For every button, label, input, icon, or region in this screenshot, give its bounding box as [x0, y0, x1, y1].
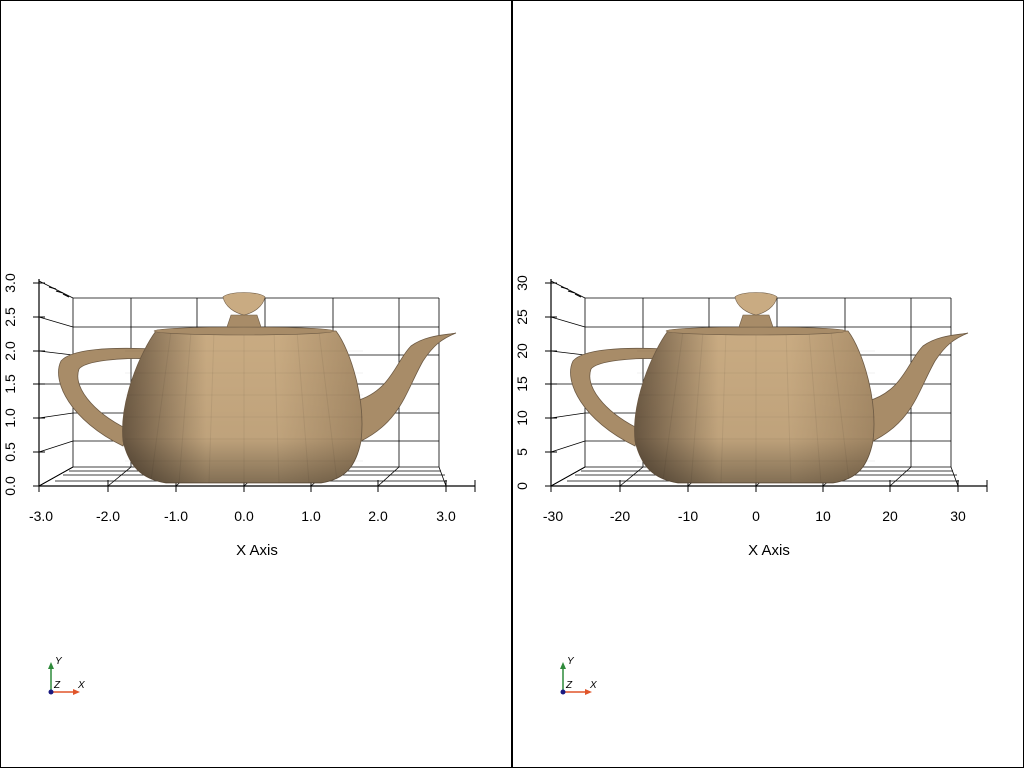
teapot-lid-knob — [222, 292, 266, 316]
x-tick-label: 0.0 — [234, 508, 254, 524]
grid-line — [38, 466, 74, 487]
grid-tick — [574, 293, 582, 298]
grid-line — [550, 350, 586, 356]
grid-line — [619, 466, 644, 487]
y-tick-label: 2.0 — [2, 341, 18, 361]
scene-right: -30 -20 -10 0 10 20 30 0 5 10 15 20 25 3… — [514, 275, 988, 695]
x-tick-label: 20 — [882, 508, 898, 524]
orientation-x-label: X — [589, 680, 597, 691]
y-tick-label: 1.5 — [2, 374, 18, 394]
y-tick-label: 5 — [514, 448, 530, 456]
x-tick-label: 0 — [752, 508, 760, 524]
grid-line — [107, 466, 132, 487]
y-tick-label: 15 — [514, 376, 530, 392]
x-tick-labels: -30 -20 -10 0 10 20 30 — [543, 508, 966, 524]
grid-line — [38, 280, 74, 299]
orientation-y-label: Y — [567, 656, 575, 667]
grid-tick — [55, 290, 64, 294]
x-tick-label: -20 — [610, 508, 630, 524]
scene-left: -3.0 -2.0 -1.0 0.0 1.0 2.0 3.0 0.0 0.5 1… — [2, 273, 476, 695]
teapot-body-shade — [634, 331, 874, 483]
teapot-facet — [178, 330, 192, 484]
x-tick-label: 3.0 — [436, 508, 456, 524]
x-tick-label: 30 — [950, 508, 966, 524]
grid-line — [550, 466, 586, 487]
y-tick-label: 10 — [514, 410, 530, 426]
x-tick-label: -10 — [678, 508, 698, 524]
grid-line — [550, 280, 586, 299]
y-tick-labels: 0 5 10 15 20 25 30 — [514, 275, 530, 490]
grid-line — [889, 466, 912, 487]
x-tick-label: -3.0 — [29, 508, 53, 524]
teapot-facet — [720, 330, 727, 484]
grid-tick — [567, 290, 576, 294]
y-tick-label: 30 — [514, 275, 530, 291]
y-tick-label: 0.5 — [2, 442, 18, 462]
grid-line — [38, 440, 74, 453]
teapot-facet — [662, 330, 684, 482]
orientation-z-label: Z — [53, 680, 61, 691]
grid-tick — [48, 286, 57, 290]
orientation-widget: Y Z X — [560, 656, 597, 695]
teapot-lid-rim — [153, 326, 335, 336]
teapot-facet — [785, 330, 792, 484]
grid-tick — [560, 286, 569, 290]
grid-tick — [62, 293, 70, 298]
teapot-facet — [318, 330, 338, 482]
teapot-lid-neck — [738, 314, 774, 328]
render-viewport-left[interactable]: -3.0 -2.0 -1.0 0.0 1.0 2.0 3.0 0.0 0.5 1… — [0, 0, 512, 768]
render-viewport-right[interactable]: -30 -20 -10 0 10 20 30 0 5 10 15 20 25 3… — [512, 0, 1024, 768]
orientation-widget: Y Z X — [48, 656, 85, 695]
x-tick-label: 2.0 — [368, 508, 388, 524]
grid-line — [550, 412, 586, 419]
x-axis-title: X Axis — [236, 542, 278, 559]
teapot-mesh — [570, 292, 969, 484]
teapot-mesh — [58, 292, 457, 484]
teapot-lid-knob — [734, 292, 778, 316]
y-tick-label: 25 — [514, 309, 530, 325]
teapot-lid-rim — [665, 326, 847, 336]
y-tick-label: 3.0 — [2, 273, 18, 293]
grid-line — [38, 350, 74, 356]
teapot-body-shade — [122, 331, 362, 483]
grid-line — [38, 412, 74, 419]
orientation-z-label: Z — [565, 680, 573, 691]
grid-line — [550, 440, 586, 453]
teapot-facet — [150, 330, 172, 482]
teapot-facet — [830, 330, 850, 482]
teapot-facet — [208, 330, 215, 484]
x-tick-label: 1.0 — [301, 508, 321, 524]
grid-line — [38, 316, 74, 328]
teapot-facet — [690, 330, 704, 484]
grid-line — [950, 466, 959, 487]
teapot-facet — [296, 330, 310, 484]
y-tick-label: 1.0 — [2, 408, 18, 428]
teapot-lid-neck — [226, 314, 262, 328]
y-tick-label: 0.0 — [2, 476, 18, 496]
x-tick-label: -2.0 — [96, 508, 120, 524]
teapot-facet — [273, 330, 280, 484]
teapot-spout — [867, 332, 969, 442]
x-axis-title: X Axis — [748, 542, 790, 559]
grid-line — [550, 316, 586, 328]
x-tick-label: 10 — [815, 508, 831, 524]
x-tick-label: -30 — [543, 508, 563, 524]
x-tick-label: -1.0 — [164, 508, 188, 524]
y-tick-label: 2.5 — [2, 307, 18, 327]
y-tick-labels: 0.0 0.5 1.0 1.5 2.0 2.5 3.0 — [2, 273, 18, 496]
orientation-x-label: X — [77, 680, 85, 691]
y-tick-label: 0 — [514, 482, 530, 490]
teapot-spout — [355, 332, 457, 442]
teapot-facet — [808, 330, 822, 484]
x-tick-labels: -3.0 -2.0 -1.0 0.0 1.0 2.0 3.0 — [29, 508, 456, 524]
grid-line — [377, 466, 400, 487]
y-tick-label: 20 — [514, 343, 530, 359]
grid-line — [438, 466, 447, 487]
orientation-y-label: Y — [55, 656, 63, 667]
